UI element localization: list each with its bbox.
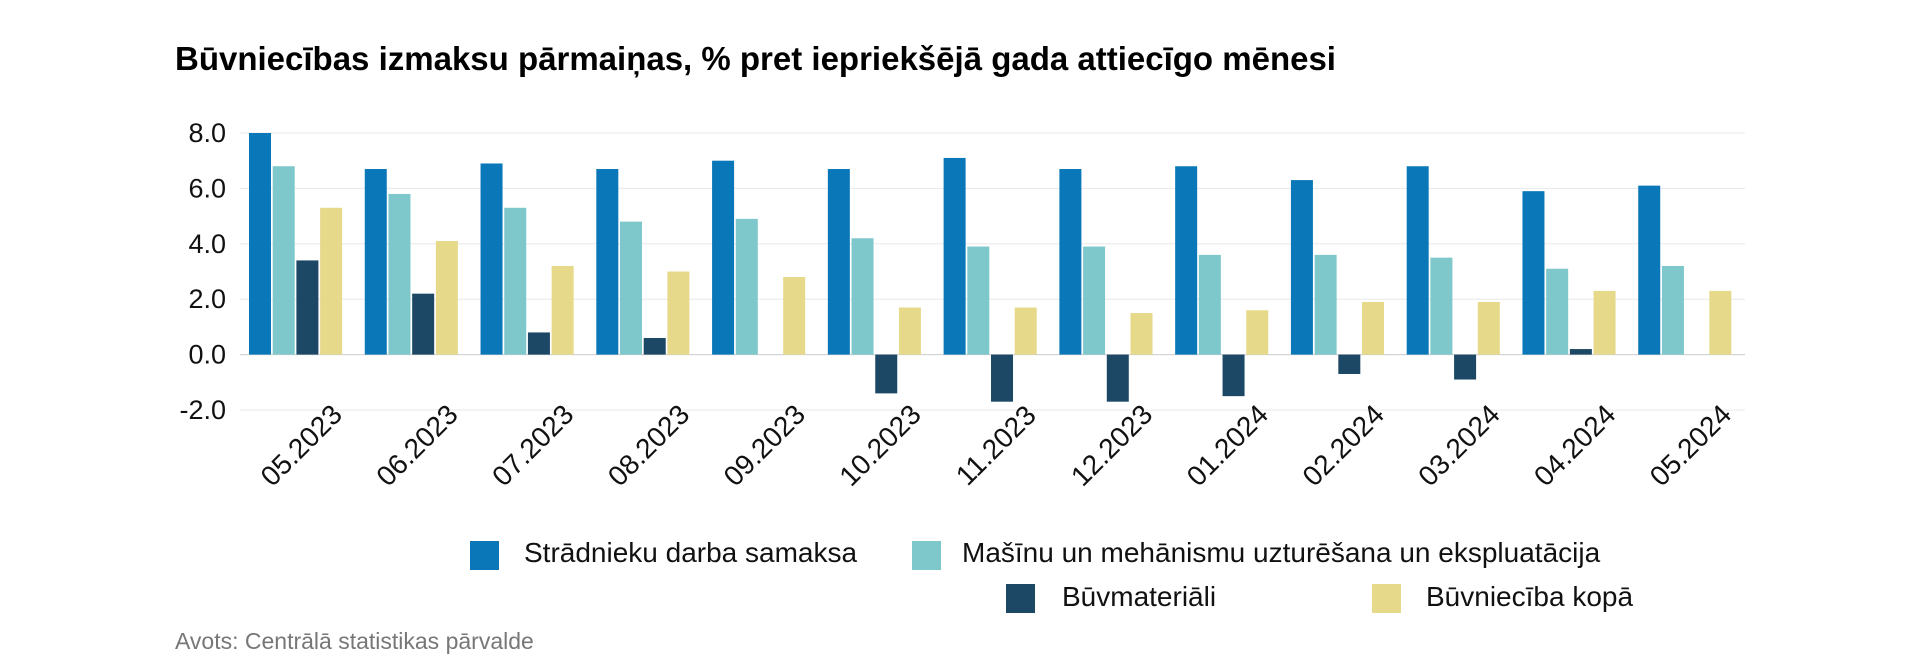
bar-3-08.2023	[643, 337, 666, 355]
x-tick-label: 01.2024	[1181, 399, 1274, 492]
bar-4-12.2023	[1130, 313, 1153, 355]
bar-3-05.2023	[296, 260, 319, 355]
bar-4-05.2024	[1709, 290, 1732, 355]
source-note: Avots: Centrālā statistikas pārvalde	[175, 628, 534, 654]
bar-2-09.2023	[735, 218, 758, 355]
bar-1-05.2024	[1638, 185, 1661, 355]
x-tick-label: 05.2023	[255, 399, 348, 492]
x-tick-label: 11.2023	[950, 399, 1042, 491]
bar-1-02.2024	[1290, 180, 1313, 355]
bar-3-01.2024	[1222, 354, 1245, 397]
bar-2-11.2023	[967, 246, 990, 355]
bar-4-03.2024	[1477, 301, 1500, 355]
y-tick-label: 8.0	[188, 118, 226, 148]
bar-2-12.2023	[1083, 246, 1106, 355]
bar-2-05.2023	[272, 166, 295, 355]
legend-label: Būvniecība kopā	[1426, 581, 1633, 612]
bar-1-07.2023	[480, 163, 503, 355]
bar-1-08.2023	[596, 169, 619, 355]
bar-2-03.2024	[1430, 257, 1453, 355]
bar-2-07.2023	[504, 207, 527, 355]
chart-title: Būvniecības izmaksu pārmaiņas, % pret ie…	[175, 40, 1336, 77]
bar-4-04.2024	[1593, 290, 1616, 355]
x-tick-label: 08.2023	[602, 399, 695, 492]
bar-3-11.2023	[991, 354, 1014, 402]
bar-2-05.2024	[1661, 265, 1684, 355]
y-tick-label: 0.0	[188, 340, 226, 370]
x-tick-label: 09.2023	[718, 399, 811, 492]
bar-4-07.2023	[551, 265, 574, 355]
bar-2-04.2024	[1546, 268, 1569, 355]
bar-1-05.2023	[249, 133, 271, 355]
y-tick-label: 2.0	[188, 284, 226, 314]
legend-swatch	[1372, 584, 1401, 613]
bar-3-02.2024	[1338, 354, 1361, 374]
y-tick-label: -2.0	[179, 395, 226, 425]
legend-swatch	[912, 541, 941, 570]
bar-2-08.2023	[620, 221, 643, 355]
bar-4-06.2023	[435, 241, 458, 355]
bar-1-11.2023	[943, 157, 966, 355]
bar-4-10.2023	[898, 307, 921, 355]
bar-3-04.2024	[1569, 349, 1592, 355]
bar-3-12.2023	[1106, 354, 1129, 402]
bar-1-03.2024	[1406, 166, 1429, 355]
bar-2-02.2024	[1314, 254, 1337, 355]
bar-3-06.2023	[412, 293, 435, 355]
bar-4-08.2023	[667, 271, 690, 355]
x-tick-label: 03.2024	[1412, 399, 1505, 492]
bars	[249, 133, 1732, 402]
legend-label: Strādnieku darba samaksa	[524, 537, 858, 568]
legend-label: Būvmateriāli	[1062, 581, 1216, 612]
x-tick-label: 02.2024	[1296, 399, 1389, 492]
x-tick-label: 04.2024	[1528, 399, 1621, 492]
legend-swatch	[1006, 584, 1035, 613]
bar-1-12.2023	[1059, 169, 1082, 355]
bar-4-05.2023	[320, 207, 343, 355]
y-axis-ticks: 8.0 6.0 4.0 2.0 0.0 -2.0	[179, 118, 226, 425]
bar-1-10.2023	[827, 169, 850, 355]
bar-2-06.2023	[388, 193, 411, 355]
bar-4-01.2024	[1246, 310, 1269, 355]
bar-2-10.2023	[851, 238, 874, 355]
legend-swatch	[470, 541, 499, 570]
bar-1-06.2023	[364, 169, 387, 355]
x-tick-label: 10.2023	[833, 399, 926, 492]
y-tick-label: 6.0	[188, 173, 226, 203]
bar-3-10.2023	[875, 354, 898, 394]
x-tick-label: 07.2023	[486, 399, 579, 492]
x-tick-label: 05.2024	[1644, 399, 1737, 492]
bar-4-02.2024	[1362, 301, 1385, 355]
bar-1-04.2024	[1522, 191, 1545, 355]
x-axis-ticks: 05.2023 06.2023 07.2023 08.2023 09.2023 10.20…	[255, 399, 1738, 492]
x-tick-label: 06.2023	[370, 399, 463, 492]
bar-3-03.2024	[1454, 354, 1477, 380]
legend: Strādnieku darba samaksa Mašīnu un mehāni…	[470, 537, 1633, 613]
x-tick-label: 12.2023	[1065, 399, 1158, 492]
bar-4-09.2023	[783, 277, 806, 355]
y-tick-label: 4.0	[188, 229, 226, 259]
bar-2-01.2024	[1198, 254, 1221, 355]
bar-1-09.2023	[712, 160, 735, 355]
bar-4-11.2023	[1014, 307, 1037, 355]
bar-3-07.2023	[527, 332, 550, 355]
legend-label: Mašīnu un mehānismu uzturēšana un eksplu…	[962, 537, 1601, 568]
bar-1-01.2024	[1175, 166, 1198, 355]
